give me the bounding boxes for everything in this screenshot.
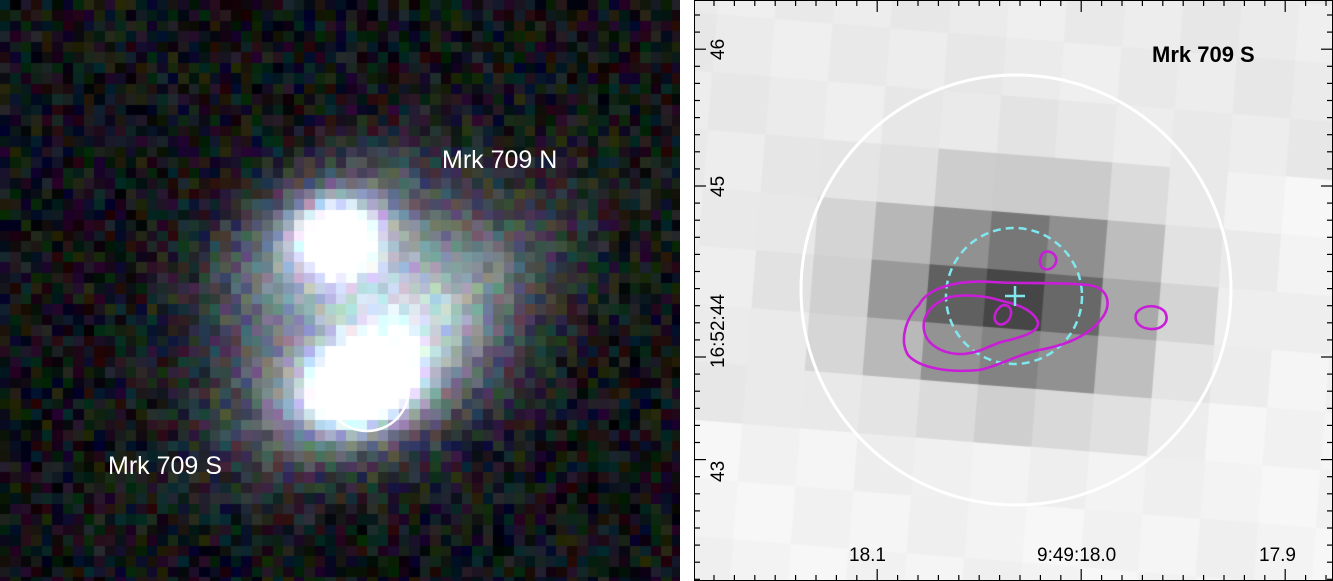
panel-title: Mrk 709 S: [1152, 42, 1255, 67]
optical-image-panel: Mrk 709 N Mrk 709 S: [0, 0, 680, 581]
xray-image-panel: Mrk 709 S 18.1 9:49:18.0 17.9 46 45 16:5…: [694, 0, 1333, 581]
label-mrk709-s: Mrk 709 S: [108, 452, 222, 480]
contour-north-blob: [1038, 250, 1058, 271]
left-overlay: [323, 345, 411, 433]
y-axis-ticks: [694, 14, 1333, 580]
contour-core: [993, 303, 1013, 326]
x-axis-ticks: [713, 0, 1327, 581]
contour-inner: [922, 294, 1040, 356]
x-tick-label-18-0: 9:49:18.0: [1037, 545, 1117, 566]
optical-image: [0, 0, 680, 581]
y-tick-label-44: 16:52:44: [708, 294, 729, 368]
contour-outer: [902, 280, 1109, 373]
xray-contours: [902, 250, 1168, 373]
error-circle: [944, 226, 1084, 366]
right-overlay: [694, 0, 1333, 581]
x-tick-label-17-9: 17.9: [1259, 545, 1296, 566]
y-tick-label-46: 46: [708, 38, 729, 60]
contour-east-blob: [1134, 304, 1168, 331]
centroid-cross: [1005, 286, 1025, 306]
label-mrk709-n: Mrk 709 N: [442, 146, 558, 174]
x-tick-label-18-1: 18.1: [849, 545, 886, 566]
plot-frame: [694, 0, 1333, 581]
large-aperture-circle: [799, 73, 1233, 507]
aperture-circle: [323, 345, 411, 433]
y-tick-label-43: 43: [708, 460, 729, 482]
y-tick-label-45: 45: [708, 175, 729, 197]
